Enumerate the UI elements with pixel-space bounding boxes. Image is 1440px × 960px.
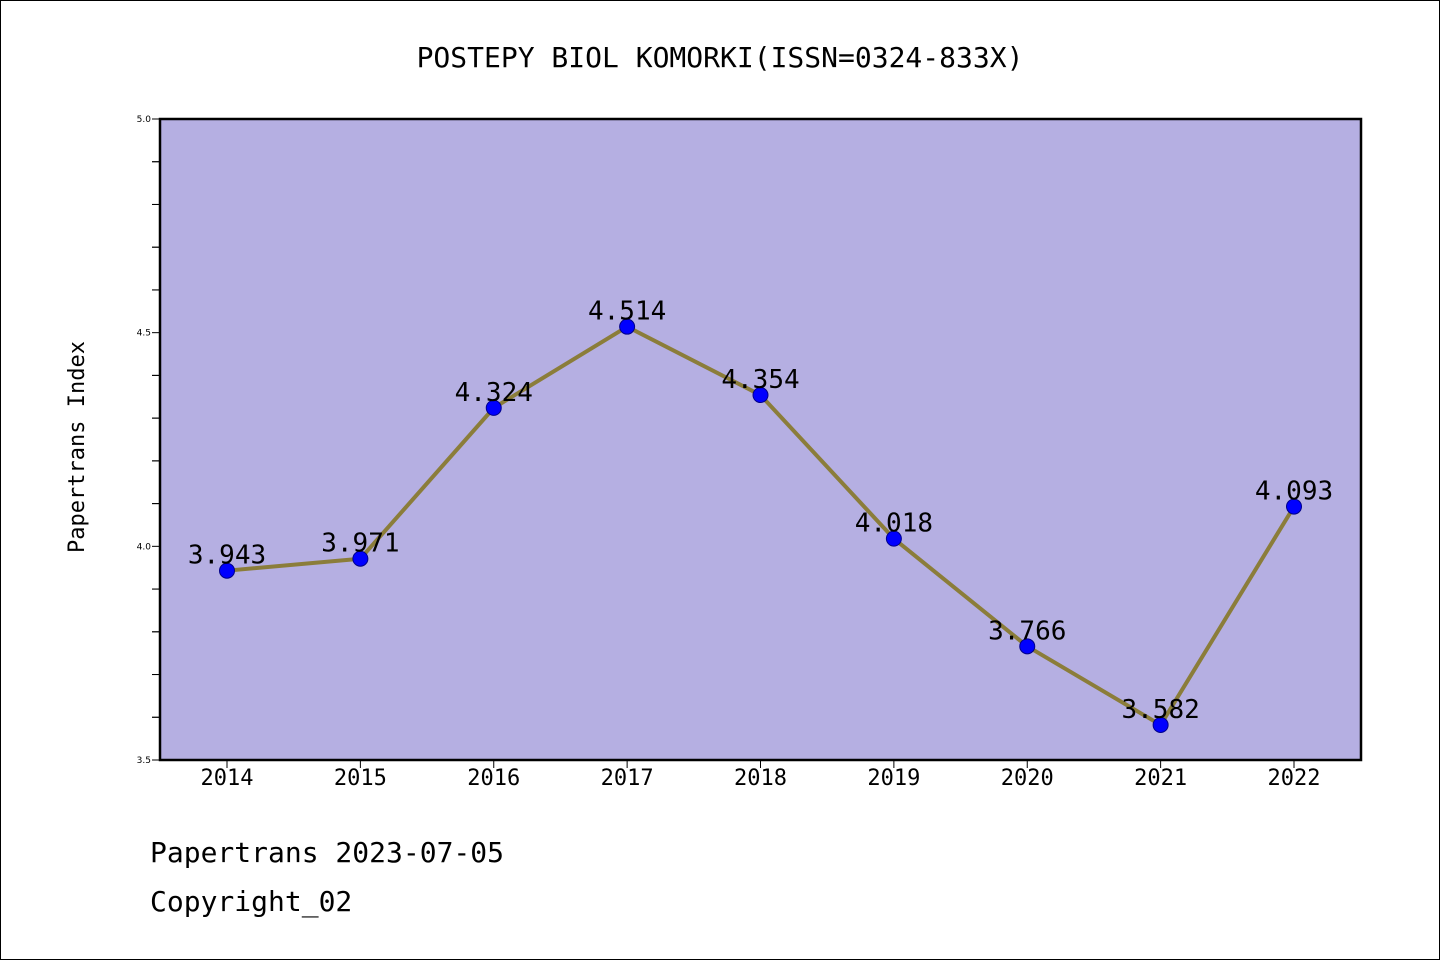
data-point [885,530,902,547]
x-tick-label: 2022 [1268,766,1321,791]
y-tick-label: 3.5 [137,756,151,766]
x-tick-label: 2014 [201,766,254,791]
x-tick-label: 2015 [334,766,387,791]
x-tick-label: 2021 [1134,766,1187,791]
chart-title: POSTEPY BIOL KOMORKI(ISSN=0324-833X) [417,41,1024,74]
data-label: 3.766 [988,616,1066,646]
plot-area [158,117,1363,762]
data-label: 3.971 [321,529,399,559]
footer-date: Papertrans 2023-07-05 [150,836,505,869]
data-point [1019,638,1036,655]
x-tick-label: 2019 [867,766,920,791]
data-label: 4.514 [588,297,666,327]
x-tick-label: 2016 [467,766,520,791]
data-point [619,318,636,335]
data-label: 4.324 [455,378,533,408]
data-point [1152,716,1169,733]
x-tick-label: 2018 [734,766,787,791]
x-tick-label: 2017 [601,766,654,791]
data-point [485,399,502,416]
data-label: 4.354 [721,365,799,395]
data-label: 4.093 [1255,477,1333,507]
data-point [352,550,369,567]
y-tick-label: 5.0 [137,115,152,125]
data-label: 3.943 [188,541,266,571]
data-point [219,562,235,579]
data-label: 4.018 [855,509,933,539]
y-axis-label: Papertrans Index [65,341,90,553]
footer-copyright: Copyright_02 [150,885,353,918]
data-point [1286,498,1302,515]
y-tick-label: 4.0 [137,542,152,552]
data-label: 3.582 [1121,695,1199,725]
data-point [752,387,769,404]
y-tick-label: 4.5 [137,329,151,339]
x-tick-label: 2020 [1001,766,1054,791]
